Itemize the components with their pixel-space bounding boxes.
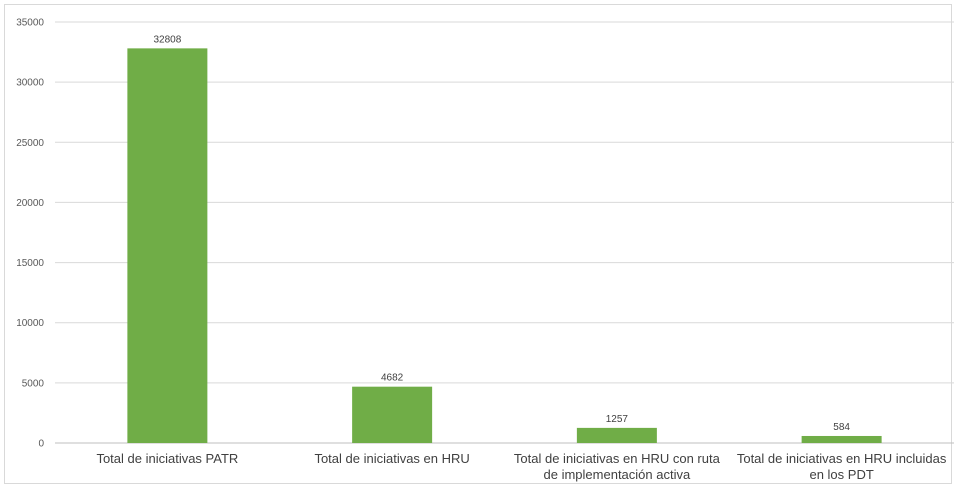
y-tick-label: 20000 [16,198,44,209]
category-label: Total de iniciativas PATR [96,451,238,466]
data-label: 4682 [381,373,404,384]
bar [127,48,208,443]
y-tick-label: 0 [38,439,44,450]
category-label: Total de iniciativas en HRU incluidas en … [737,451,947,482]
bar [352,386,433,443]
y-tick-label: 35000 [16,18,44,29]
category-label: Total de iniciativas en HRU con ruta de i… [514,451,721,482]
category-label: Total de iniciativas en HRU [314,451,469,466]
data-label: 1257 [606,414,629,425]
bar [576,427,657,443]
data-label: 584 [833,422,850,433]
bars [127,48,882,443]
category-label-line: Total de iniciativas en HRU con ruta [514,451,721,466]
category-label-line: Total de iniciativas en HRU [314,451,469,466]
category-label-line: Total de iniciativas PATR [96,451,238,466]
category-label-line: en los PDT [809,467,873,482]
category-label-line: de implementación activa [544,467,691,482]
data-label: 32808 [153,34,181,45]
x-axis: Total de iniciativas PATR Total de inicia… [96,451,946,482]
category-label-line: Total de iniciativas en HRU incluidas [737,451,947,466]
y-tick-label: 15000 [16,258,44,269]
data-labels: 32808 4682 1257 584 [153,34,850,433]
y-tick-label: 5000 [22,378,45,389]
y-tick-label: 25000 [16,138,44,149]
y-axis: 0 5000 10000 15000 20000 25000 30000 35000 [16,18,44,450]
y-tick-label: 10000 [16,318,44,329]
bar [801,435,882,443]
y-tick-label: 30000 [16,78,44,89]
